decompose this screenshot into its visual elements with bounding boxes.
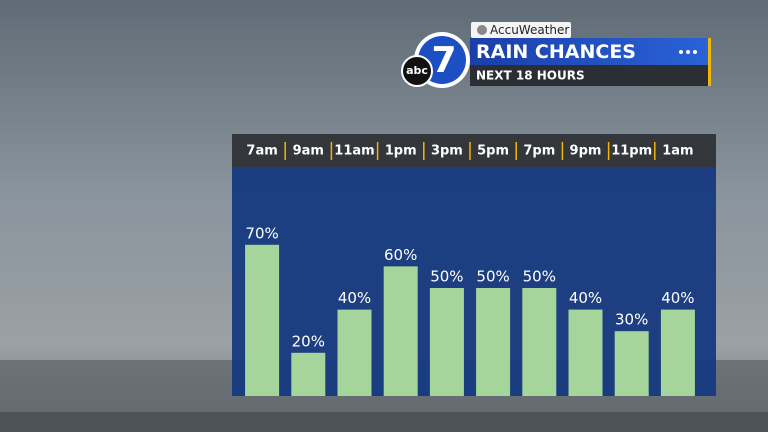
menu-dot	[693, 50, 697, 54]
value-label: 40%	[569, 289, 602, 307]
category-header	[232, 134, 716, 167]
bar	[337, 309, 372, 396]
value-label: 50%	[476, 268, 509, 286]
title-banner	[470, 38, 710, 65]
menu-dot	[686, 50, 690, 54]
x-tick-label: 5pm	[477, 144, 509, 159]
x-tick-label: 1am	[662, 144, 693, 159]
logo-network-disc	[401, 55, 433, 87]
value-label: 50%	[523, 268, 556, 286]
logo-network: abc	[406, 64, 428, 77]
accent	[708, 38, 711, 86]
x-tick-label: 11am	[334, 144, 374, 159]
value-label: 70%	[245, 224, 278, 242]
x-tick-label: 3pm	[431, 144, 463, 159]
x-tick-label: 7pm	[523, 144, 555, 159]
logo-channel: 7	[431, 40, 456, 81]
bar	[291, 352, 326, 396]
x-tick-label: 9pm	[570, 144, 602, 159]
x-tick-label: 11pm	[611, 144, 652, 159]
bar	[245, 244, 280, 396]
value-label: 20%	[292, 332, 325, 350]
subtitle-banner	[470, 65, 710, 86]
x-tick-label: 7am	[246, 144, 277, 159]
brand: AccuWeather	[490, 23, 569, 37]
bar	[660, 309, 695, 396]
x-tick-label: 9am	[293, 144, 324, 159]
value-label: 30%	[615, 311, 648, 329]
menu-dot	[679, 50, 683, 54]
value-label: 50%	[430, 268, 463, 286]
brand-icon	[477, 25, 487, 35]
bar	[383, 266, 418, 396]
chart-subtitle: NEXT 18 HOURS	[476, 69, 585, 83]
x-tick-label: 1pm	[385, 144, 417, 159]
value-label: 40%	[338, 289, 371, 307]
bar	[476, 288, 511, 396]
brand-tag	[471, 22, 571, 38]
bar	[614, 331, 649, 396]
plot: 7am 70% 9am 20% 11am 40% 1pm 60% 3pm 50% 5pm 50% 7pm…	[245, 142, 695, 396]
value-label: 60%	[384, 246, 417, 264]
chart-title: RAIN CHANCES	[476, 41, 636, 63]
bar	[429, 288, 464, 396]
water	[0, 412, 768, 432]
value-label: 40%	[661, 289, 694, 307]
bar	[522, 288, 557, 396]
bar	[568, 309, 603, 396]
